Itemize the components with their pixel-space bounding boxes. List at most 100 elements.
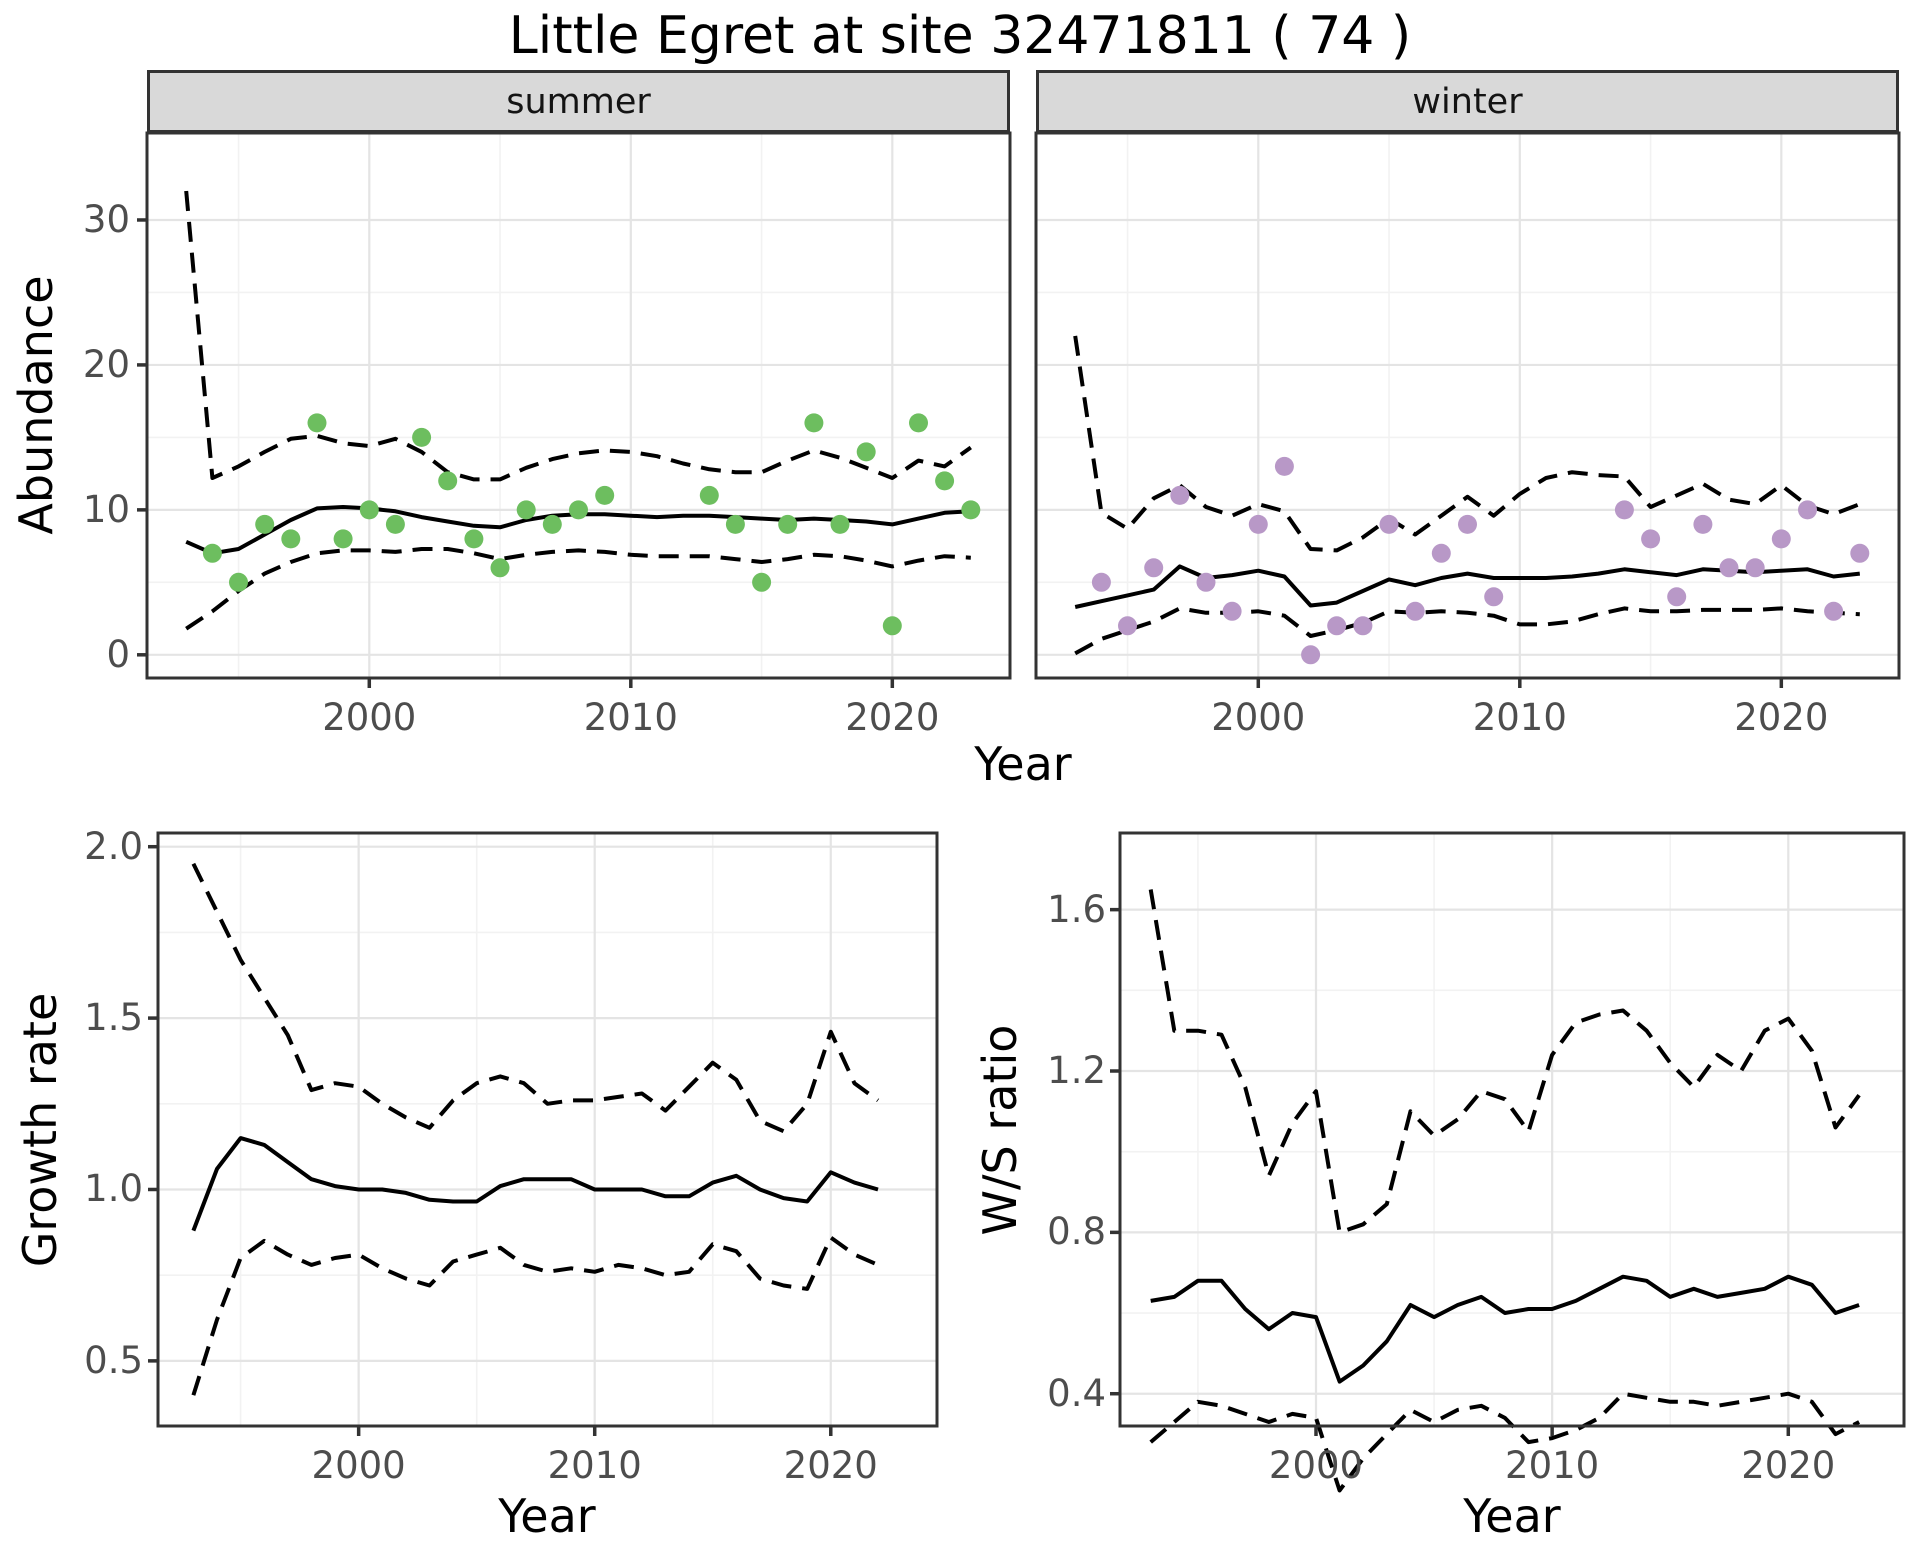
data-point	[255, 514, 275, 534]
x-tick-label: 2000	[322, 696, 417, 739]
data-point	[1144, 558, 1164, 578]
growth-rate-panel	[148, 831, 939, 1436]
data-point	[856, 442, 876, 462]
data-point	[1771, 529, 1791, 549]
data-point	[935, 471, 955, 491]
ws-ratio-upper-95ci-line	[1148, 889, 1861, 1235]
data-point	[882, 616, 902, 636]
x-tick-label: 2010	[547, 1444, 642, 1487]
data-point	[595, 485, 615, 505]
data-point	[202, 543, 222, 563]
abundance-winter-upper-95ci-line	[1073, 335, 1861, 553]
facet-strip-winter: winter	[1036, 70, 1899, 133]
data-point	[229, 572, 248, 592]
data-point	[1641, 529, 1661, 549]
y-tick-label: 30	[82, 197, 130, 241]
y-tick-label: 0.8	[1047, 1210, 1106, 1254]
data-point	[1248, 514, 1268, 534]
x-axis-title-ws-ratio: Year	[1463, 1489, 1561, 1543]
gridlines-minor	[147, 133, 1010, 678]
data-point	[516, 500, 536, 520]
ws-ratio-lower-95ci-line	[1149, 1391, 1861, 1493]
data-point	[725, 514, 745, 534]
gridlines-major	[1036, 133, 1899, 678]
y-tick-label: 0.4	[1047, 1371, 1106, 1415]
data-point	[1798, 500, 1817, 520]
abundance-summer-points	[202, 413, 981, 636]
y-tick-label: 0.5	[84, 1338, 143, 1382]
data-point	[412, 427, 432, 447]
data-point	[1484, 587, 1504, 607]
y-tick-label: 1.5	[84, 996, 143, 1040]
x-tick-label: 2020	[1741, 1444, 1836, 1487]
abundance-summer-panel	[137, 131, 1012, 688]
data-point	[1091, 572, 1111, 592]
x-tick-label: 2020	[1734, 696, 1829, 739]
data-point	[307, 413, 327, 433]
data-point	[961, 500, 981, 520]
abundance-winter-lower-95ci-line	[1074, 606, 1860, 656]
data-point	[1614, 500, 1634, 520]
data-point	[699, 485, 719, 505]
axis-ticks	[137, 218, 895, 688]
data-point	[438, 471, 458, 491]
abundance-winter-panel	[1034, 131, 1901, 688]
facet-strip-summer: summer	[147, 70, 1010, 133]
axis-ticks	[1110, 907, 1791, 1436]
gridlines-major	[1120, 833, 1904, 1426]
abundance-summer-lower-95ci-line	[185, 547, 971, 631]
x-axis-title-top: Year	[974, 737, 1072, 791]
axis-ticks	[148, 844, 833, 1436]
x-tick-label: 2010	[1505, 1444, 1600, 1487]
data-point	[909, 413, 928, 433]
gridlines-major	[147, 133, 1010, 678]
facet-strip-summer-label: summer	[506, 81, 651, 122]
data-point	[1458, 514, 1477, 534]
data-point	[1379, 514, 1399, 534]
gridlines-minor	[158, 833, 937, 1426]
x-axis-title-growth-rate: Year	[498, 1489, 596, 1543]
data-point	[1353, 616, 1373, 636]
data-point	[333, 529, 353, 549]
y-tick-label: 10	[82, 487, 130, 531]
data-point	[1824, 601, 1844, 621]
data-point	[1170, 485, 1190, 505]
x-tick-label: 2020	[845, 696, 940, 739]
y-tick-label: 1.6	[1047, 887, 1106, 931]
growth-rate-growth-rate-line	[191, 1136, 879, 1232]
x-tick-label: 2000	[1268, 1444, 1364, 1487]
data-point	[490, 558, 510, 578]
y-tick-label: 20	[82, 342, 130, 386]
panel-border	[145, 131, 1012, 680]
data-point	[752, 572, 772, 592]
growth-rate-lower-95ci-line	[191, 1235, 879, 1396]
ws-ratio-ws-ratio-line	[1150, 1274, 1860, 1384]
data-point	[778, 514, 798, 534]
data-point	[1222, 601, 1242, 621]
data-point	[1745, 558, 1765, 578]
axis-ticks	[1256, 678, 1784, 688]
facet-strip-winter-label: winter	[1412, 81, 1523, 122]
data-point	[1196, 572, 1216, 592]
data-point	[385, 514, 405, 534]
panel-border	[1034, 131, 1901, 680]
data-point	[1667, 587, 1687, 607]
x-tick-label: 2000	[1211, 696, 1306, 739]
data-point	[281, 529, 301, 549]
data-point	[1431, 543, 1451, 563]
data-point	[542, 514, 562, 534]
data-point	[1719, 558, 1739, 578]
x-tick-label: 2010	[1472, 696, 1567, 739]
y-tick-label: 1.0	[84, 1167, 143, 1211]
abundance-winter-smoothed-index-line	[1074, 564, 1861, 609]
data-point	[1118, 616, 1137, 636]
gridlines-major	[158, 833, 937, 1426]
data-point	[569, 500, 588, 520]
y-axis-title-growth-rate: Growth rate	[13, 992, 67, 1268]
growth-rate-upper-95ci-line	[191, 862, 880, 1134]
y-tick-label: 1.2	[1047, 1049, 1106, 1092]
abundance-summer-upper-95ci-line	[184, 190, 972, 482]
data-point	[1327, 616, 1347, 636]
gridlines-minor	[1036, 133, 1899, 678]
